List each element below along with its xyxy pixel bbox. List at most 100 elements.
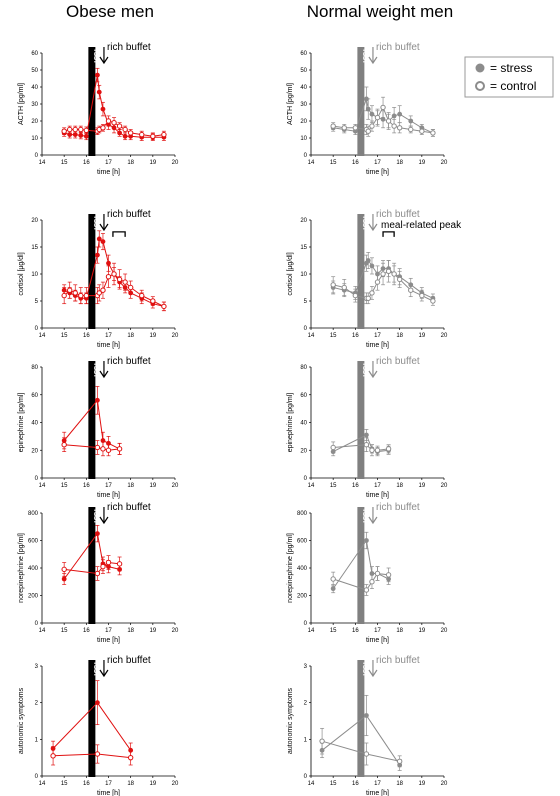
x-tick-label: 18 bbox=[127, 333, 134, 339]
x-tick-label: 19 bbox=[149, 160, 156, 166]
data-point-stress bbox=[72, 132, 78, 138]
data-point-stress bbox=[364, 432, 369, 438]
x-tick-label: 16 bbox=[83, 483, 90, 489]
x-axis-label: time [h] bbox=[97, 492, 120, 499]
y-tick-label: 20 bbox=[31, 448, 38, 454]
tsst-bar bbox=[357, 660, 365, 777]
x-tick-label: 15 bbox=[61, 628, 68, 634]
y-tick-label: 40 bbox=[31, 421, 38, 427]
y-tick-label: 0 bbox=[304, 326, 308, 332]
y-tick-label: 60 bbox=[300, 393, 307, 399]
y-axis-label: norepinephrine [pg/ml] bbox=[18, 533, 25, 603]
data-point-control bbox=[139, 131, 145, 138]
meal-peak-bracket bbox=[382, 231, 395, 237]
data-point-control bbox=[391, 271, 397, 277]
panel-norepinephrine-normal: 0 200 400 600 800 14 15 16 17 18 19 20 time [h] norep… bbox=[287, 502, 448, 644]
buffet-arrow-head bbox=[99, 223, 109, 232]
panel-acth-normal: 0 10 20 30 40 50 60 14 15 16 17 18 19 20 time [h] ACTH … bbox=[287, 42, 448, 176]
tsst-label: TSST bbox=[92, 48, 98, 64]
legend: = stress = control bbox=[464, 56, 554, 98]
data-point-control bbox=[96, 290, 102, 296]
data-point-control bbox=[105, 118, 112, 124]
panel-norepinephrine-obese: 0 200 400 600 800 14 15 16 17 18 19 20 time [h] norep… bbox=[18, 502, 179, 644]
x-tick-label: 19 bbox=[149, 483, 156, 489]
x-axis-label: time [h] bbox=[366, 492, 389, 499]
y-axis-label: ACTH [pg/ml] bbox=[18, 83, 25, 125]
data-point-stress bbox=[365, 106, 371, 112]
y-tick-label: 200 bbox=[297, 594, 308, 600]
y-tick-label: 400 bbox=[28, 566, 39, 572]
y-tick-label: 5 bbox=[35, 299, 39, 305]
x-tick-label: 19 bbox=[149, 333, 156, 339]
data-point-control bbox=[374, 114, 381, 121]
x-tick-label: 17 bbox=[105, 781, 112, 787]
data-point-control bbox=[78, 126, 84, 133]
tsst-bar bbox=[357, 47, 365, 156]
data-point-stress bbox=[83, 133, 89, 139]
y-tick-label: 1 bbox=[304, 737, 308, 743]
y-axis-label: epinephrine [pg/ml] bbox=[287, 393, 294, 453]
x-tick-label: 16 bbox=[83, 781, 90, 787]
x-tick-label: 17 bbox=[374, 781, 381, 787]
data-point-control bbox=[330, 444, 336, 451]
data-point-control bbox=[116, 446, 123, 452]
y-tick-label: 600 bbox=[28, 539, 39, 545]
buffet-arrow-head bbox=[368, 669, 378, 678]
data-point-stress bbox=[408, 118, 414, 124]
data-point-stress bbox=[100, 239, 106, 245]
data-point-stress bbox=[365, 258, 371, 263]
x-tick-label: 17 bbox=[105, 628, 112, 634]
x-axis-label: time [h] bbox=[366, 790, 389, 796]
tsst-label: TSST bbox=[361, 362, 367, 378]
data-point-control bbox=[116, 123, 123, 129]
x-tick-label: 18 bbox=[127, 628, 134, 634]
y-tick-label: 15 bbox=[300, 245, 307, 251]
data-point-control bbox=[430, 298, 436, 304]
x-tick-label: 18 bbox=[396, 781, 403, 787]
y-tick-label: 30 bbox=[300, 102, 307, 108]
y-tick-label: 80 bbox=[31, 365, 38, 371]
data-point-control bbox=[67, 126, 73, 133]
y-tick-label: 0 bbox=[35, 326, 39, 332]
y-tick-label: 3 bbox=[304, 664, 308, 670]
data-point-control bbox=[391, 123, 397, 129]
y-tick-label: 400 bbox=[297, 566, 308, 572]
x-tick-label: 19 bbox=[418, 333, 425, 339]
y-tick-label: 15 bbox=[31, 245, 38, 251]
buffet-label: rich buffet bbox=[376, 502, 420, 513]
x-axis-label: time [h] bbox=[366, 169, 389, 176]
data-point-stress bbox=[380, 116, 386, 122]
y-tick-label: 600 bbox=[297, 539, 308, 545]
data-point-control bbox=[374, 279, 381, 285]
data-point-control bbox=[116, 561, 123, 567]
buffet-arrow-head bbox=[368, 370, 378, 379]
tsst-bar bbox=[88, 507, 96, 624]
data-point-control bbox=[341, 284, 347, 291]
data-point-control bbox=[116, 276, 123, 283]
data-point-stress bbox=[117, 130, 122, 136]
data-point-control bbox=[150, 133, 156, 140]
data-point-control bbox=[408, 126, 414, 133]
x-tick-label: 16 bbox=[352, 628, 359, 634]
data-point-stress bbox=[397, 111, 403, 117]
y-axis-label: ACTH [pg/ml] bbox=[287, 83, 294, 125]
data-point-control bbox=[122, 279, 128, 285]
x-tick-label: 14 bbox=[39, 628, 46, 634]
x-tick-label: 18 bbox=[127, 781, 134, 787]
series-line-control bbox=[63, 273, 165, 307]
x-tick-label: 15 bbox=[61, 160, 68, 166]
y-axis-label: autonomic symptoms bbox=[18, 687, 25, 754]
data-point-stress bbox=[95, 700, 100, 706]
tsst-bar bbox=[88, 660, 96, 777]
data-point-control bbox=[61, 292, 67, 299]
x-tick-label: 19 bbox=[418, 483, 425, 489]
y-tick-label: 50 bbox=[300, 68, 307, 74]
data-point-control bbox=[100, 125, 106, 131]
data-point-stress bbox=[61, 576, 67, 582]
tsst-label: TSST bbox=[92, 661, 98, 677]
y-tick-label: 60 bbox=[300, 51, 307, 57]
y-tick-label: 20 bbox=[300, 119, 307, 125]
x-tick-label: 15 bbox=[330, 628, 337, 634]
data-point-control bbox=[385, 118, 392, 124]
x-tick-label: 20 bbox=[441, 628, 448, 634]
